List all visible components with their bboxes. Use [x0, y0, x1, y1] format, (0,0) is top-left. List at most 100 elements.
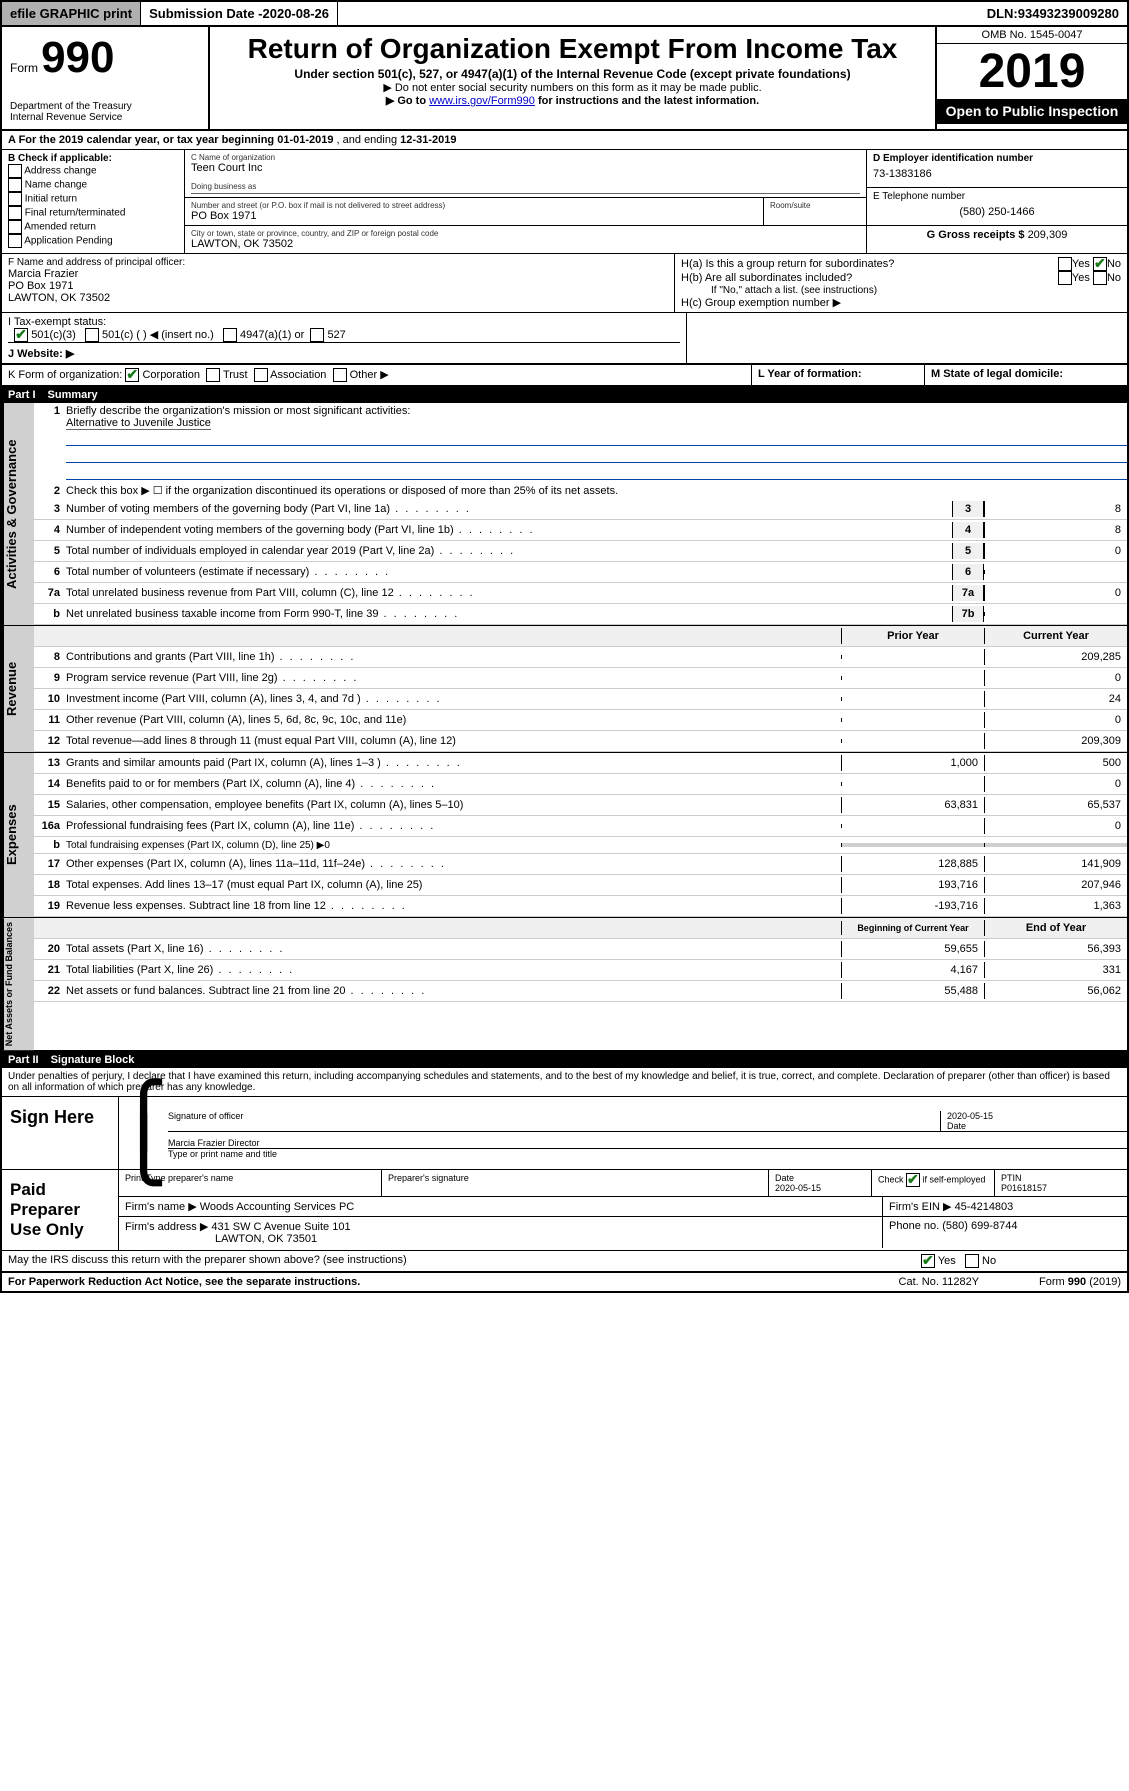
l16a-cur: 0: [984, 818, 1127, 834]
hdr-begin: Beginning of Current Year: [841, 921, 984, 935]
l12-cur: 209,309: [984, 733, 1127, 749]
discuss-no: No: [982, 1255, 996, 1267]
checkbox-corp[interactable]: [125, 368, 139, 382]
l2-desc: Check this box ▶ ☐ if the organization d…: [66, 484, 1127, 497]
ph3: Date: [775, 1173, 865, 1183]
firm-ein-label: Firm's EIN ▶: [889, 1201, 952, 1213]
l18-prior: 193,716: [841, 877, 984, 893]
box-h: H(a) Is this a group return for subordin…: [675, 254, 1127, 312]
checkbox-hb-yes[interactable]: [1058, 271, 1072, 285]
l8-cur: 209,285: [984, 649, 1127, 665]
l7b-val: [984, 612, 1127, 616]
street-label: Number and street (or P.O. box if mail i…: [191, 201, 757, 210]
checkbox-hb-no[interactable]: [1093, 271, 1107, 285]
l11-cur: 0: [984, 712, 1127, 728]
l9-prior: [841, 676, 984, 680]
form-990-page: efile GRAPHIC print Submission Date - 20…: [0, 0, 1129, 1293]
checkbox-discuss-yes[interactable]: [921, 1254, 935, 1268]
ph4-pre: Check: [878, 1175, 906, 1185]
checkbox-4947[interactable]: [223, 328, 237, 342]
irs-link[interactable]: www.irs.gov/Form990: [429, 95, 535, 107]
checkbox-initial-return[interactable]: [8, 192, 22, 206]
firm-addr1: 431 SW C Avenue Suite 101: [211, 1221, 350, 1233]
l3-val: 8: [984, 501, 1127, 517]
k-o4: Other ▶: [350, 369, 389, 381]
i-o4: 527: [327, 329, 345, 341]
form-subtitle-3: ▶ Go to www.irs.gov/Form990 for instruct…: [220, 94, 925, 107]
k-o1: Corporation: [142, 369, 199, 381]
checkbox-ha-no[interactable]: [1093, 257, 1107, 271]
checkbox-other[interactable]: [333, 368, 347, 382]
hb-label: H(b) Are all subordinates included?: [681, 272, 1058, 284]
ha-yes: Yes: [1072, 258, 1090, 270]
box-m: M State of legal domicile:: [925, 365, 1127, 385]
form-prefix: Form: [10, 61, 38, 75]
lbl-final: Final return/terminated: [25, 208, 126, 219]
checkbox-self-employed[interactable]: [906, 1173, 920, 1187]
lbl-pending: Application Pending: [24, 236, 112, 247]
checkbox-501c3[interactable]: [14, 328, 28, 342]
tax-year-begin: 01-01-2019: [277, 134, 333, 146]
l16a-prior: [841, 824, 984, 828]
l14-cur: 0: [984, 776, 1127, 792]
paid-preparer-row: Paid Preparer Use Only Print/Type prepar…: [2, 1170, 1127, 1251]
l8-prior: [841, 655, 984, 659]
checkbox-address-change[interactable]: [8, 164, 22, 178]
form-subtitle-1: Under section 501(c), 527, or 4947(a)(1)…: [220, 67, 925, 81]
l4-desc: Number of independent voting members of …: [66, 524, 952, 536]
activities-governance-block: Activities & Governance 1 Briefly descri…: [2, 403, 1127, 626]
l15-cur: 65,537: [984, 797, 1127, 813]
ein-value: 73-1383186: [873, 164, 1121, 184]
box-i: I Tax-exempt status: 501(c)(3) 501(c) ( …: [8, 316, 680, 342]
room-label: Room/suite: [770, 201, 860, 210]
vtab-rev: Revenue: [2, 626, 34, 752]
checkbox-amended[interactable]: [8, 220, 22, 234]
checkbox-app-pending[interactable]: [8, 234, 22, 248]
l22-desc: Net assets or fund balances. Subtract li…: [66, 985, 841, 997]
hb-no: No: [1107, 272, 1121, 284]
checkbox-527[interactable]: [310, 328, 324, 342]
ph5: PTIN: [1001, 1173, 1121, 1183]
i-o2: 501(c) ( ) ◀ (insert no.): [102, 329, 214, 341]
ij-block: I Tax-exempt status: 501(c)(3) 501(c) ( …: [2, 313, 1127, 365]
checkbox-discuss-no[interactable]: [965, 1254, 979, 1268]
netassets-block: Net Assets or Fund Balances Beginning of…: [2, 918, 1127, 1052]
efile-print-button[interactable]: efile GRAPHIC print: [2, 2, 141, 25]
form-number: 990: [41, 33, 114, 83]
omb-number: OMB No. 1545-0047: [937, 27, 1127, 44]
perjury-text: Under penalties of perjury, I declare th…: [2, 1068, 1127, 1097]
hdr-current: Current Year: [984, 628, 1127, 644]
l9-desc: Program service revenue (Part VIII, line…: [66, 672, 841, 684]
city-label: City or town, state or province, country…: [191, 229, 860, 238]
checkbox-ha-yes[interactable]: [1058, 257, 1072, 271]
checkbox-501c[interactable]: [85, 328, 99, 342]
box-b-header: B Check if applicable:: [8, 153, 178, 164]
dln-label: DLN:: [987, 6, 1018, 21]
checkbox-final-return[interactable]: [8, 206, 22, 220]
open-to-public: Open to Public Inspection: [937, 99, 1127, 124]
l16b-cur: [984, 843, 1127, 847]
checkbox-name-change[interactable]: [8, 178, 22, 192]
l22-cur: 56,062: [984, 983, 1127, 999]
box-k: K Form of organization: Corporation Trus…: [2, 365, 752, 385]
l16a-desc: Professional fundraising fees (Part IX, …: [66, 820, 841, 832]
form-number-box: Form 990 Department of the Treasury Inte…: [2, 27, 210, 129]
chk-pending: Application Pending: [8, 234, 178, 248]
l22-prior: 55,488: [841, 983, 984, 999]
l20-cur: 56,393: [984, 941, 1127, 957]
form-title-box: Return of Organization Exempt From Incom…: [210, 27, 935, 129]
l17-prior: 128,885: [841, 856, 984, 872]
phone-value: (580) 250-1466: [873, 202, 1121, 222]
firm-addr2: LAWTON, OK 73501: [125, 1233, 317, 1245]
footer: For Paperwork Reduction Act Notice, see …: [2, 1273, 1127, 1291]
checkbox-assoc[interactable]: [254, 368, 268, 382]
checkbox-trust[interactable]: [206, 368, 220, 382]
submission-date-cell: Submission Date - 2020-08-26: [141, 2, 338, 25]
discuss-row: May the IRS discuss this return with the…: [2, 1251, 1127, 1273]
l7b-desc: Net unrelated business taxable income fr…: [66, 608, 952, 620]
ph4-post: if self-employed: [923, 1175, 986, 1185]
city-value: LAWTON, OK 73502: [191, 238, 860, 250]
l17-cur: 141,909: [984, 856, 1127, 872]
l11-prior: [841, 718, 984, 722]
discuss-text: May the IRS discuss this return with the…: [8, 1254, 407, 1266]
